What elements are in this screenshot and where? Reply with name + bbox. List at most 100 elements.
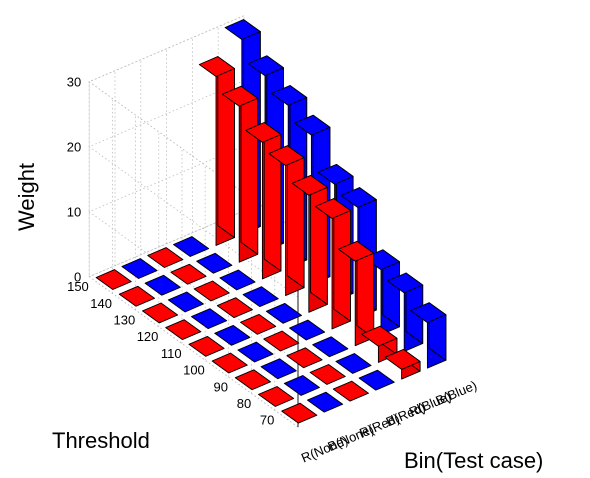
bar-R(Red)-130 [193,280,230,302]
bar-face-top [410,302,447,324]
bar-face-side [263,122,282,272]
bar-face-top [317,163,354,185]
bar-face-top [314,198,351,219]
floor-tile [193,280,230,302]
z-tick-label: 20 [67,140,81,155]
threshold-tick-label: 100 [183,363,205,378]
bar-face-top [340,187,377,208]
floor-tile [147,247,184,268]
bar-B(Red)-150 [173,236,210,257]
floor-tile [309,364,346,385]
bar-R(None)-150 [95,269,132,290]
bar-face-side [240,85,259,255]
threshold-tick-label: 140 [90,296,112,311]
floor-tile [219,269,256,291]
bar-B(Red)-130 [219,269,256,291]
bar-B(Red)-100 [289,319,326,341]
z-axis-title: Weight [14,163,39,231]
floor-tile [242,286,279,308]
bar-B(None)-130 [167,291,204,313]
bar-B(None)-90 [260,358,297,380]
floor-tile [142,302,179,324]
threshold-tick-label: 150 [67,279,89,294]
bar-R(Red)-150 [147,247,184,268]
floor-tile [263,330,300,352]
bar-R(Blue)-90 [338,240,375,347]
bin-tick-label: B(Blue) [433,377,479,408]
z-tick-labels: 0 10 20 30 [67,75,81,285]
z-tick-label: 0 [74,270,81,285]
bar-R(None)-110 [188,335,225,357]
threshold-tick-label: 80 [237,396,251,411]
floor-tile [191,308,228,330]
bar-R(Red)-100 [263,330,300,352]
bar-R(Red)-70 [332,380,369,402]
floor-tile [289,319,326,341]
bar-face-top [222,85,259,107]
bar-face-top [294,114,331,136]
bar-B(None)-120 [191,308,228,330]
bar-B(Red)-140 [196,252,233,274]
bar-face-top [245,122,282,143]
z-tick-label: 10 [67,205,81,220]
threshold-tick-label: 70 [260,413,274,428]
bar-face-side [310,174,328,305]
bar-B(None)-110 [214,324,251,346]
bar-B(Red)-70 [358,369,395,391]
z-gridline [88,80,299,298]
bar-face-top [384,348,421,370]
floor-tile [358,369,395,391]
bar-face-top [387,272,424,294]
bar-face-top [338,240,375,262]
floor-tile [170,263,207,285]
floor-tiles [95,236,395,424]
bar-face-top [361,325,398,347]
bar-B(None)-100 [237,341,274,363]
bar-R(None)-140 [118,285,155,307]
bar-B(None)-150 [121,258,158,279]
threshold-tick-label: 110 [161,346,182,361]
bar-R(Red)-140 [170,263,207,285]
bars [198,19,447,380]
bar-R(Blue)-150 [198,56,235,246]
z-gridline [88,15,299,233]
floor-tile [258,386,295,407]
bar-face-side [217,56,235,239]
bar-R(Red)-120 [216,297,253,319]
floor-tile [234,369,271,391]
bar-B(None)-70 [307,391,344,413]
bar-B(Red)-80 [335,353,372,374]
bar-R(Red)-90 [286,347,323,369]
floor-tile [260,358,297,380]
bar-B(Blue)-70 [410,302,447,369]
y-axis-title: Threshold [52,428,150,453]
bar-face-top [291,174,328,196]
floor-tile [335,353,372,374]
floor-tile [283,375,320,396]
bar-R(None)-120 [165,319,202,341]
bar-R(Blue)-80 [361,325,398,363]
floor-tile [196,252,233,274]
floor-tile [332,380,369,402]
bar-R(Red)-110 [240,313,277,335]
floor-tile [173,236,210,257]
bar-R(Blue)-100 [314,198,351,330]
z-tick-label: 30 [67,75,81,90]
bar-R(Blue)-70 [384,348,421,380]
floor-tile [312,336,349,358]
bar-R(None)-70 [281,402,318,424]
bar-B(None)-80 [283,375,320,396]
threshold-tick-label: 130 [113,312,135,327]
threshold-tick-label: 90 [214,379,228,394]
bar-face-top [224,19,261,40]
bar-B(None)-140 [144,274,181,296]
bar-R(None)-100 [211,352,248,374]
bar-R(None)-130 [142,302,179,324]
bar-face-top [271,85,308,106]
floor-tile [240,313,277,335]
bar-face-top [247,55,284,77]
floor-tile [265,302,302,324]
floor-tile [216,297,253,319]
